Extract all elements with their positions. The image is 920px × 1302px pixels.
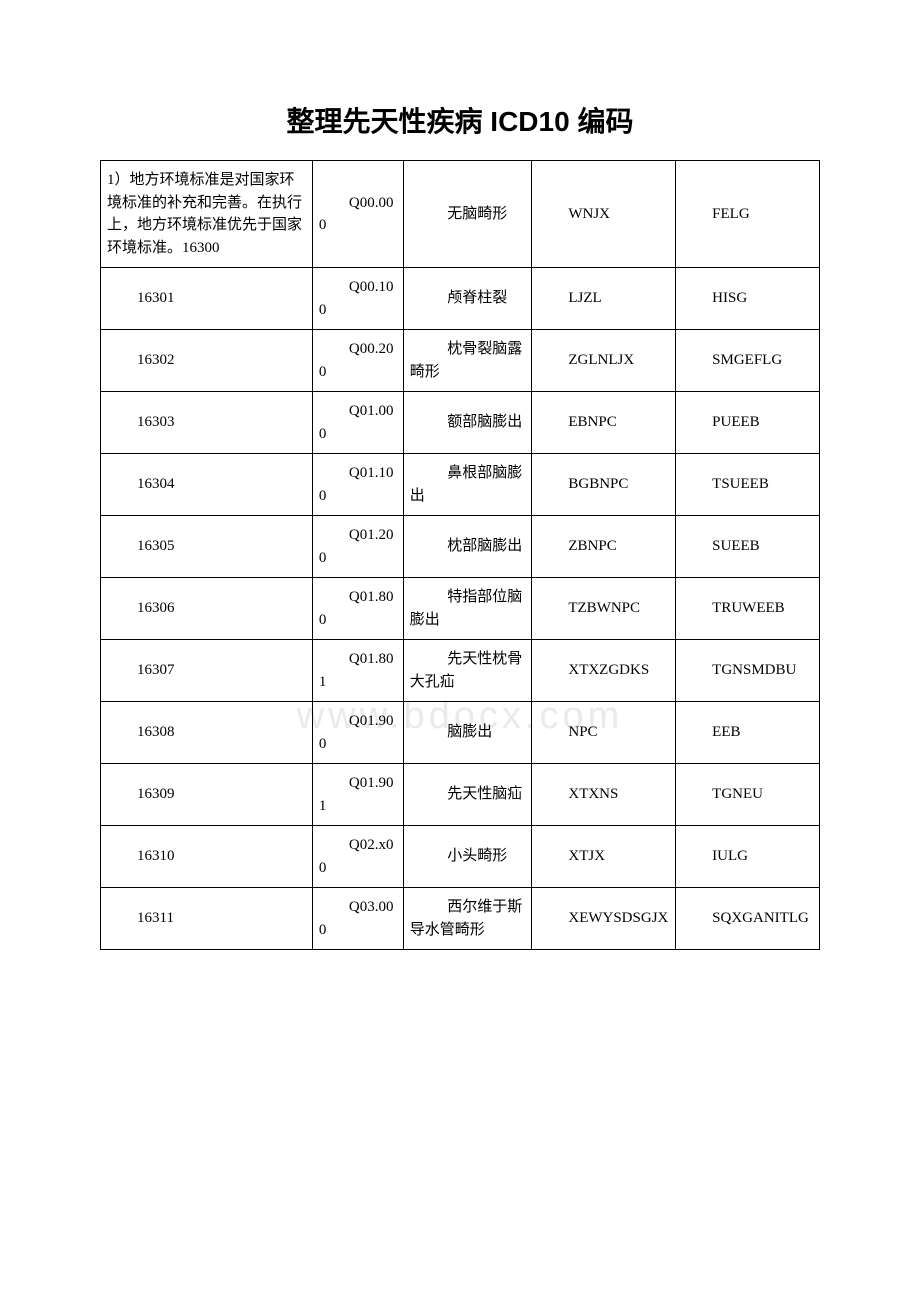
cell-code: Q01.200 (312, 516, 403, 578)
cell-pinyin1: ZBNPC (532, 516, 676, 578)
cell-pinyin1: TZBWNPC (532, 578, 676, 640)
cell-id: 16301 (101, 268, 313, 330)
cell-desc: 特指部位脑膨出 (403, 578, 532, 640)
cell-pinyin2: HISG (676, 268, 820, 330)
cell-desc: 小头畸形 (403, 826, 532, 888)
cell-pinyin2: FELG (676, 161, 820, 268)
cell-code: Q01.801 (312, 640, 403, 702)
cell-pinyin1: WNJX (532, 161, 676, 268)
table-row: 1）地方环境标准是对国家环境标准的补充和完善。在执行上，地方环境标准优先于国家环… (101, 161, 820, 268)
cell-desc: 先天性枕骨大孔疝 (403, 640, 532, 702)
cell-pinyin2: TGNEU (676, 764, 820, 826)
cell-pinyin1: ZGLNLJX (532, 330, 676, 392)
cell-code: Q02.x00 (312, 826, 403, 888)
cell-desc: 鼻根部脑膨出 (403, 454, 532, 516)
table-row: 16304 Q01.100 鼻根部脑膨出 BGBNPC TSUEEB (101, 454, 820, 516)
cell-pinyin2: EEB (676, 702, 820, 764)
cell-id: 16305 (101, 516, 313, 578)
cell-code: Q00.100 (312, 268, 403, 330)
table-row: 16308 Q01.900 脑膨出 NPC EEB (101, 702, 820, 764)
cell-desc: 颅脊柱裂 (403, 268, 532, 330)
cell-code: Q00.000 (312, 161, 403, 268)
cell-pinyin2: PUEEB (676, 392, 820, 454)
table-row: 16303 Q01.000 额部脑膨出 EBNPC PUEEB (101, 392, 820, 454)
cell-pinyin2: SQXGANITLG (676, 888, 820, 950)
cell-code: Q01.800 (312, 578, 403, 640)
cell-code: Q01.900 (312, 702, 403, 764)
cell-desc: 西尔维于斯导水管畸形 (403, 888, 532, 950)
cell-id: 16302 (101, 330, 313, 392)
page-title: 整理先天性疾病 ICD10 编码 (100, 100, 820, 140)
cell-desc: 先天性脑疝 (403, 764, 532, 826)
table-row: 16305 Q01.200 枕部脑膨出 ZBNPC SUEEB (101, 516, 820, 578)
cell-pinyin1: XEWYSDSGJX (532, 888, 676, 950)
cell-id: 1）地方环境标准是对国家环境标准的补充和完善。在执行上，地方环境标准优先于国家环… (101, 161, 313, 268)
cell-id: 16310 (101, 826, 313, 888)
table-row: 16309 Q01.901 先天性脑疝 XTXNS TGNEU (101, 764, 820, 826)
cell-id: 16303 (101, 392, 313, 454)
table-row: 16310 Q02.x00 小头畸形 XTJX IULG (101, 826, 820, 888)
cell-pinyin2: SUEEB (676, 516, 820, 578)
cell-desc: 枕部脑膨出 (403, 516, 532, 578)
table-row: 16311 Q03.000 西尔维于斯导水管畸形 XEWYSDSGJX SQXG… (101, 888, 820, 950)
cell-pinyin2: TSUEEB (676, 454, 820, 516)
cell-pinyin2: TRUWEEB (676, 578, 820, 640)
cell-id: 16307 (101, 640, 313, 702)
cell-code: Q00.200 (312, 330, 403, 392)
cell-code: Q01.901 (312, 764, 403, 826)
table-row: 16307 Q01.801 先天性枕骨大孔疝 XTXZGDKS TGNSMDBU (101, 640, 820, 702)
cell-pinyin1: EBNPC (532, 392, 676, 454)
cell-code: Q01.100 (312, 454, 403, 516)
table-row: 16302 Q00.200 枕骨裂脑露畸形 ZGLNLJX SMGEFLG (101, 330, 820, 392)
cell-id: 16311 (101, 888, 313, 950)
cell-id: 16309 (101, 764, 313, 826)
table-body: 1）地方环境标准是对国家环境标准的补充和完善。在执行上，地方环境标准优先于国家环… (101, 161, 820, 950)
cell-pinyin1: NPC (532, 702, 676, 764)
cell-pinyin1: LJZL (532, 268, 676, 330)
cell-desc: 枕骨裂脑露畸形 (403, 330, 532, 392)
cell-desc: 额部脑膨出 (403, 392, 532, 454)
cell-pinyin2: TGNSMDBU (676, 640, 820, 702)
cell-id: 16308 (101, 702, 313, 764)
cell-pinyin1: XTXZGDKS (532, 640, 676, 702)
cell-pinyin1: XTJX (532, 826, 676, 888)
cell-pinyin1: XTXNS (532, 764, 676, 826)
cell-pinyin1: BGBNPC (532, 454, 676, 516)
cell-id: 16304 (101, 454, 313, 516)
icd10-table: 1）地方环境标准是对国家环境标准的补充和完善。在执行上，地方环境标准优先于国家环… (100, 160, 820, 950)
cell-desc: 脑膨出 (403, 702, 532, 764)
cell-id: 16306 (101, 578, 313, 640)
table-row: 16306 Q01.800 特指部位脑膨出 TZBWNPC TRUWEEB (101, 578, 820, 640)
cell-code: Q01.000 (312, 392, 403, 454)
cell-pinyin2: IULG (676, 826, 820, 888)
cell-pinyin2: SMGEFLG (676, 330, 820, 392)
cell-desc: 无脑畸形 (403, 161, 532, 268)
cell-code: Q03.000 (312, 888, 403, 950)
table-row: 16301 Q00.100 颅脊柱裂 LJZL HISG (101, 268, 820, 330)
